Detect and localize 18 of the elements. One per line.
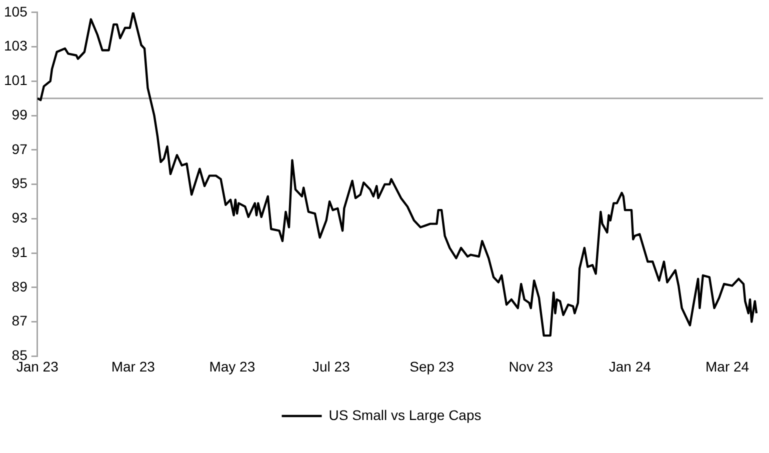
- y-tick-label: 89: [12, 278, 28, 294]
- y-tick-label: 95: [12, 175, 28, 192]
- x-tick-label: Mar 24: [705, 358, 750, 374]
- y-tick-label: 93: [12, 210, 28, 226]
- y-tick-label: 103: [4, 38, 28, 54]
- y-tick-label: 91: [12, 244, 28, 260]
- y-tick-label: 97: [12, 140, 28, 157]
- x-tick-label: Sep 23: [410, 358, 454, 374]
- y-tick-label: 87: [12, 312, 28, 329]
- legend-label: US Small vs Large Caps: [328, 406, 482, 423]
- x-tick-label: May 23: [209, 358, 256, 374]
- y-tick-label: 101: [4, 72, 28, 88]
- y-tick-label: 105: [4, 3, 28, 20]
- x-tick-label: Jan 24: [608, 358, 652, 374]
- y-tick-label: 99: [12, 106, 28, 122]
- x-tick-label: Nov 23: [508, 358, 554, 374]
- x-tick-label: Jul 23: [312, 358, 350, 374]
- x-tick-label: Mar 23: [111, 358, 156, 374]
